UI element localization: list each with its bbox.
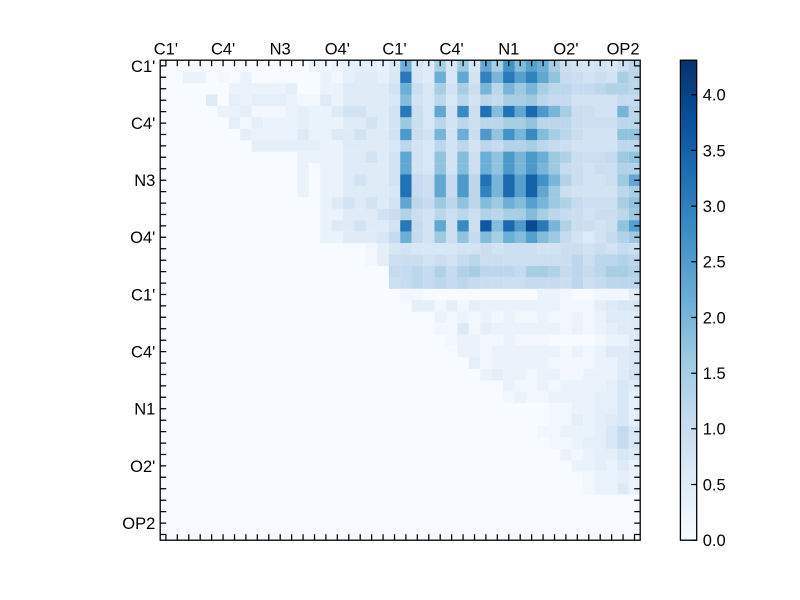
svg-text:N3: N3 [270, 40, 291, 58]
svg-text:N1: N1 [498, 40, 519, 58]
svg-text:C1': C1' [131, 58, 155, 76]
svg-text:1.0: 1.0 [703, 421, 726, 439]
svg-text:O4': O4' [130, 229, 155, 247]
svg-text:O2': O2' [130, 458, 155, 476]
svg-text:3.0: 3.0 [703, 198, 726, 216]
svg-text:O4': O4' [325, 40, 350, 58]
svg-text:C4': C4' [131, 115, 155, 133]
svg-text:C4': C4' [211, 40, 235, 58]
svg-text:O2': O2' [553, 40, 578, 58]
svg-text:C1': C1' [131, 286, 155, 304]
svg-text:2.5: 2.5 [703, 254, 726, 272]
svg-text:C4': C4' [439, 40, 463, 58]
svg-text:1.5: 1.5 [703, 365, 726, 383]
svg-text:3.5: 3.5 [703, 142, 726, 160]
svg-text:4.0: 4.0 [703, 87, 726, 105]
svg-text:2.0: 2.0 [703, 309, 726, 327]
svg-text:OP2: OP2 [122, 515, 155, 533]
svg-text:C4': C4' [131, 344, 155, 362]
svg-text:0.5: 0.5 [703, 476, 726, 494]
svg-text:N1: N1 [134, 401, 155, 419]
svg-text:C1': C1' [382, 40, 406, 58]
svg-text:C1': C1' [154, 40, 178, 58]
svg-text:0.0: 0.0 [703, 532, 726, 550]
svg-text:N3: N3 [134, 172, 155, 190]
svg-text:OP2: OP2 [607, 40, 640, 58]
